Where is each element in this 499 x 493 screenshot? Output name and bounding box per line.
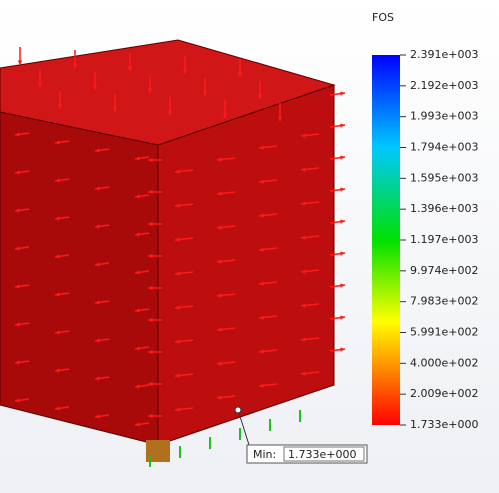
viewport: Min: 1.733e+000 FOS 2.391e+003 2.192e+003…: [0, 0, 499, 493]
legend-label: 5.991e+002: [410, 326, 478, 339]
legend-label: 7.983e+002: [410, 295, 478, 308]
legend-label: 2.009e+002: [410, 387, 478, 400]
legend-label: 1.595e+003: [410, 171, 478, 184]
min-marker: [235, 407, 241, 413]
legend-label: 1.993e+003: [410, 110, 478, 123]
legend-label: 1.396e+003: [410, 202, 478, 215]
legend-label: 9.974e+002: [410, 264, 478, 277]
min-value: 1.733e+000: [288, 448, 356, 461]
color-bar: [372, 55, 400, 425]
left-face: [0, 112, 158, 445]
model: [0, 40, 334, 462]
legend-label: 2.192e+003: [410, 79, 478, 92]
legend-label: 1.197e+003: [410, 233, 478, 246]
min-label: Min:: [253, 448, 276, 461]
legend-label: 2.391e+003: [410, 48, 478, 61]
page: Min: 1.733e+000 FOS 2.391e+003 2.192e+003…: [0, 0, 499, 493]
legend-label: 1.733e+000: [410, 418, 478, 431]
legend-title: FOS: [372, 11, 394, 24]
legend-label: 4.000e+002: [410, 356, 478, 369]
right-face: [158, 85, 334, 445]
legend-label: 1.794e+003: [410, 141, 478, 154]
